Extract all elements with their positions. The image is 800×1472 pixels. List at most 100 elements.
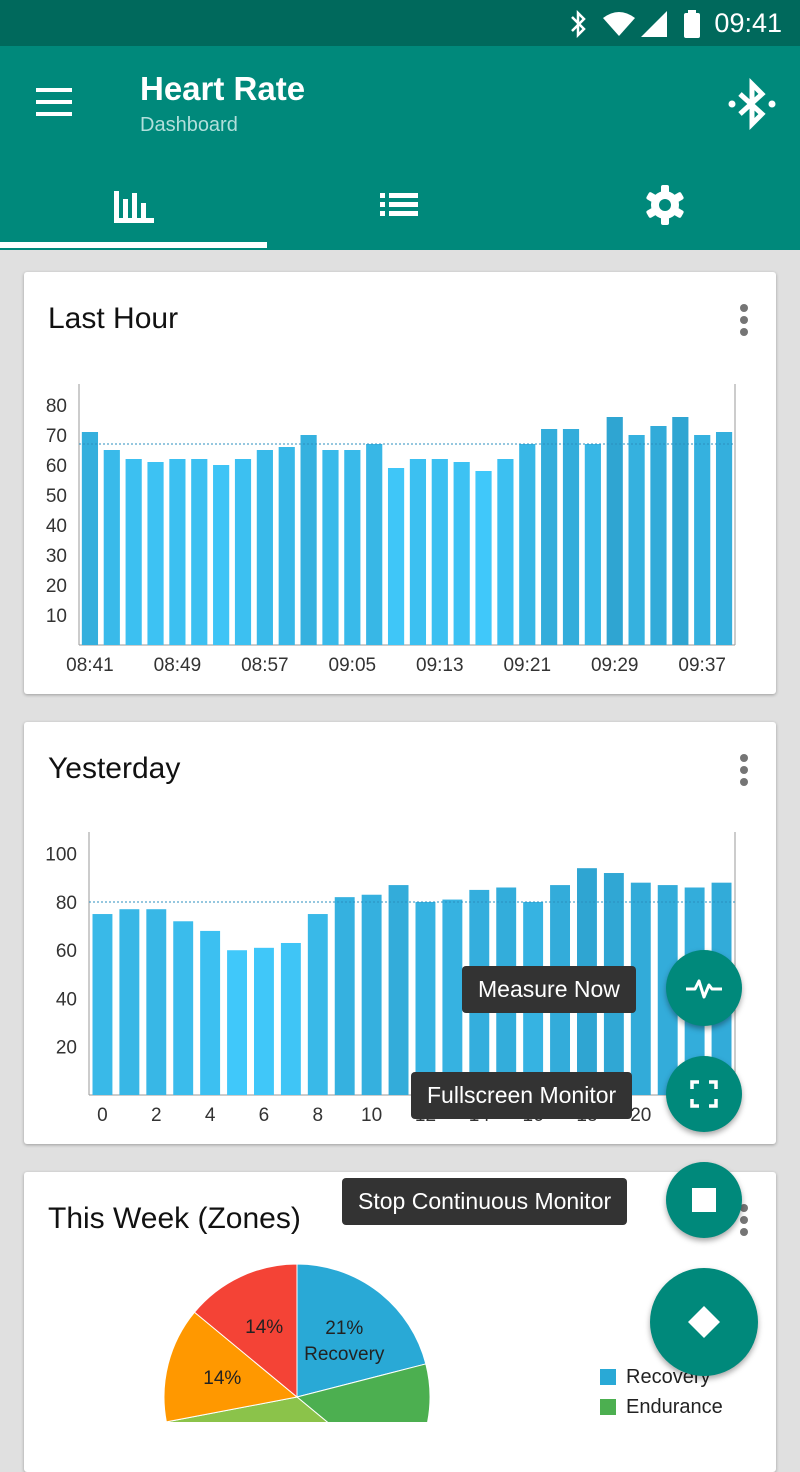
bar xyxy=(307,914,328,1095)
card-title-last-hour: Last Hour xyxy=(48,302,179,335)
zones-pie-chart: 21% Recovery 14% 14% xyxy=(163,1263,431,1422)
measure-now-button[interactable] xyxy=(666,950,742,1026)
x-tick-label: 09:21 xyxy=(503,655,551,676)
pie-slice xyxy=(193,1263,298,1399)
stop-continuous-monitor-label[interactable]: Stop Continuous Monitor xyxy=(342,1178,628,1225)
pie-value-label: 14% xyxy=(203,1368,241,1389)
bar xyxy=(628,435,645,645)
dot xyxy=(740,1204,748,1212)
more-options-button[interactable] xyxy=(732,750,756,790)
stop-continuous-monitor-button[interactable] xyxy=(666,1162,742,1238)
bar xyxy=(278,447,295,645)
card-title-this-week: This Week (Zones) xyxy=(48,1202,301,1235)
signal-icon xyxy=(641,11,667,37)
bar xyxy=(253,947,274,1095)
bar xyxy=(200,930,221,1095)
x-tick-label: 08:49 xyxy=(154,655,202,676)
bar xyxy=(541,429,558,645)
bar xyxy=(606,417,623,645)
y-tick-label: 60 xyxy=(46,456,67,477)
card-title-yesterday: Yesterday xyxy=(48,752,181,785)
fullscreen-monitor-button[interactable] xyxy=(666,1056,742,1132)
main-fab-button[interactable] xyxy=(650,1268,758,1376)
y-tick-label: 80 xyxy=(56,893,77,914)
legend-swatch xyxy=(600,1399,616,1415)
dot xyxy=(740,754,748,762)
bar xyxy=(361,894,382,1095)
last-hour-chart: 10 20 30 40 50 60 70 80 08:41 08:49 08:57 09:05 09:1… xyxy=(46,384,736,676)
pie-value-label: 14% xyxy=(245,1317,283,1338)
bar xyxy=(715,432,733,645)
tab-charts[interactable] xyxy=(0,162,266,248)
y-tick-label: 20 xyxy=(56,1038,77,1059)
battery-icon xyxy=(684,10,700,38)
y-tick-label: 20 xyxy=(46,576,67,597)
menu-button[interactable] xyxy=(30,82,78,122)
legend-item: Endurance xyxy=(600,1396,723,1419)
dot xyxy=(740,1216,748,1224)
y-tick-label: 30 xyxy=(46,546,67,567)
app-bar: Heart Rate Dashboard xyxy=(0,46,800,250)
more-options-button[interactable] xyxy=(732,300,756,340)
measure-now-label[interactable]: Measure Now xyxy=(462,966,636,1013)
bar xyxy=(497,459,514,645)
bar xyxy=(146,909,167,1095)
bar xyxy=(475,471,492,645)
pie-slice xyxy=(296,1263,427,1398)
x-tick-label: 8 xyxy=(313,1105,324,1126)
y-tick-label: 10 xyxy=(46,606,67,627)
bar xyxy=(213,465,230,645)
pie-slice xyxy=(295,1363,431,1422)
bar xyxy=(453,462,470,645)
bar xyxy=(300,435,317,645)
dot xyxy=(740,778,748,786)
bar xyxy=(227,950,248,1095)
bar xyxy=(81,432,99,645)
bar xyxy=(694,435,711,645)
y-tick-label: 70 xyxy=(46,426,67,447)
bar xyxy=(119,909,140,1095)
y-tick-label: 50 xyxy=(46,486,67,507)
fullscreen-monitor-label[interactable]: Fullscreen Monitor xyxy=(411,1072,633,1119)
diamond-icon xyxy=(688,1306,720,1338)
more-options-button[interactable] xyxy=(732,1200,756,1240)
pulse-icon xyxy=(686,979,722,999)
bar xyxy=(256,450,273,645)
bluetooth-status-icon xyxy=(571,10,586,38)
pie-slice xyxy=(165,1396,329,1422)
tab-indicator xyxy=(0,242,267,248)
tab-settings[interactable] xyxy=(532,162,798,248)
bar xyxy=(442,899,463,1095)
x-tick-label: 10 xyxy=(361,1105,382,1126)
tab-list[interactable] xyxy=(266,162,532,248)
x-tick-label: 0 xyxy=(97,1105,108,1126)
bluetooth-button[interactable] xyxy=(722,76,782,136)
bar xyxy=(387,468,405,645)
bar xyxy=(650,426,667,645)
y-tick-label: 60 xyxy=(56,941,77,962)
card-yesterday: Yesterday 2040608010002468101214161820 xyxy=(24,722,776,1144)
bar xyxy=(344,450,361,645)
bar xyxy=(191,459,208,645)
bar xyxy=(147,462,164,645)
fullscreen-icon xyxy=(690,1080,718,1108)
bar xyxy=(234,459,252,645)
x-tick-label: 08:41 xyxy=(66,655,114,676)
bluetooth-connect-icon xyxy=(728,77,776,131)
y-tick-label: 40 xyxy=(56,989,77,1010)
x-tick-label: 09:37 xyxy=(678,655,726,676)
bar xyxy=(103,450,120,645)
pie-value-label: 21% xyxy=(325,1318,363,1339)
pie-slice xyxy=(163,1311,299,1422)
bar xyxy=(322,450,339,645)
bar xyxy=(584,444,601,645)
y-tick-label: 40 xyxy=(46,516,67,537)
page-subtitle: Dashboard xyxy=(140,114,238,136)
bar xyxy=(388,885,409,1095)
dot xyxy=(740,1228,748,1236)
bar xyxy=(672,417,689,645)
bar xyxy=(630,882,651,1095)
x-tick-label: 6 xyxy=(259,1105,270,1126)
x-tick-label: 20 xyxy=(630,1105,651,1126)
list-icon xyxy=(380,193,418,216)
